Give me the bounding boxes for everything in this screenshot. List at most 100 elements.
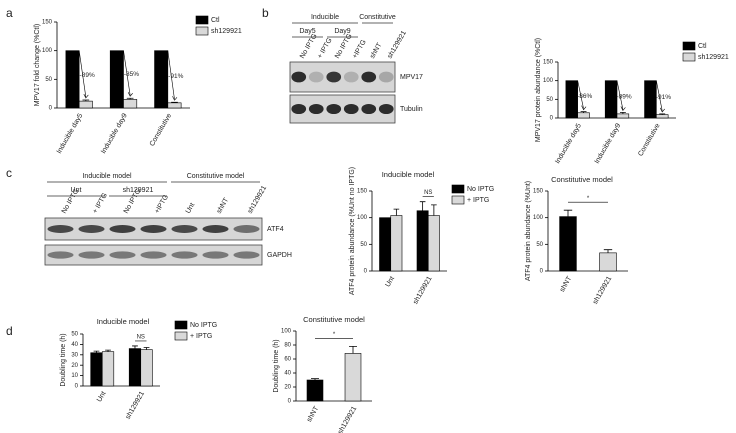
legend-label: Ctl <box>698 43 707 50</box>
significance-label: NS <box>137 335 145 341</box>
blot-band <box>343 103 359 115</box>
legend-swatch <box>174 320 188 330</box>
blot-band <box>171 225 198 233</box>
band-label: GAPDH <box>267 252 292 259</box>
y-tick-label: 0 <box>288 399 292 405</box>
bar <box>154 50 169 109</box>
legend-label: sh129921 <box>698 54 729 61</box>
bar <box>109 50 124 109</box>
legend-swatch <box>195 15 209 25</box>
x-tick-label: sh129921 <box>125 390 146 420</box>
blot-band <box>202 251 229 259</box>
arrow <box>577 80 584 109</box>
arrow-head <box>581 105 587 111</box>
blot-band <box>47 225 74 233</box>
blot-band <box>233 225 260 233</box>
x-tick-label: sh129921 <box>592 275 613 305</box>
legend-label: No IPTG <box>190 322 217 329</box>
bar <box>644 80 657 119</box>
y-tick-label: 100 <box>543 78 554 84</box>
arrow-head <box>620 106 626 111</box>
y-tick-label: 100 <box>42 48 53 54</box>
error-bar <box>105 349 111 352</box>
y-axis-label: MPV17 protein abundance (%Ctl) <box>535 38 542 142</box>
bar <box>101 351 115 387</box>
lane-label: sh129921 <box>387 30 408 60</box>
error-bar <box>82 99 90 102</box>
panel-letter: d <box>6 324 13 338</box>
legend-swatch <box>195 26 209 36</box>
drop-label: -91% <box>168 73 183 80</box>
y-tick-label: 20 <box>284 385 291 391</box>
blot-band <box>202 225 229 233</box>
y-tick-label: 150 <box>357 189 368 195</box>
y-axis-label: MPV17 fold change (%Ctl) <box>34 24 41 106</box>
blot-subgroup-label: Day9 <box>334 28 350 35</box>
blot-band <box>47 251 74 259</box>
error-bar <box>580 111 587 113</box>
y-tick-label: 0 <box>364 269 368 275</box>
bar <box>656 114 669 119</box>
blot-band <box>78 225 105 233</box>
legend-label: No IPTG <box>467 186 494 193</box>
lane-label: + IPTG <box>92 192 109 215</box>
legend-label: Ctl <box>211 17 220 24</box>
blot-band <box>291 71 307 83</box>
x-tick-label: Unt <box>96 390 108 403</box>
y-tick-label: 40 <box>284 371 291 377</box>
error-bar <box>603 249 613 253</box>
chart-title: Constitutive model <box>551 175 613 184</box>
arrow <box>167 50 175 100</box>
y-tick-label: 100 <box>281 329 292 335</box>
y-tick-label: 0 <box>540 269 544 275</box>
lane-label: +IPTG <box>352 39 368 60</box>
x-tick-label: Constitutive <box>637 122 661 157</box>
blot-group-label: Inducible model <box>82 173 131 180</box>
y-axis-label: ATF4 protein abundance (%Unt no IPTG) <box>349 167 356 295</box>
x-tick-label: Inducible day9 <box>594 122 623 165</box>
y-tick-label: 0 <box>550 116 554 122</box>
x-tick-label: Inducible day5 <box>554 122 583 165</box>
blot-band <box>308 103 324 115</box>
error-bar <box>171 101 178 103</box>
arrow <box>616 80 624 110</box>
legend-label: sh129921 <box>211 28 242 35</box>
y-tick-label: 50 <box>45 77 52 83</box>
significance-label: NS <box>424 190 432 196</box>
error-bar <box>126 97 134 100</box>
y-tick-label: 150 <box>543 60 554 66</box>
lane-label: sh129921 <box>247 185 268 215</box>
error-bar <box>419 201 426 211</box>
bar <box>128 348 142 387</box>
chart-title: Inducible model <box>97 317 150 326</box>
significance-label: * <box>587 196 590 202</box>
blot-band <box>361 103 377 115</box>
arrow-head <box>127 92 133 97</box>
x-tick-label: Inducible day9 <box>100 112 129 155</box>
arrow <box>656 80 663 111</box>
bar <box>416 210 429 272</box>
blot-group-label: Inducible <box>311 14 339 21</box>
bar <box>565 80 578 119</box>
band-label: ATF4 <box>267 226 284 233</box>
bar <box>78 100 93 109</box>
bar <box>65 50 80 109</box>
arrow <box>123 50 131 96</box>
blot-band <box>308 71 324 83</box>
legend-label: + IPTG <box>190 333 212 340</box>
bar <box>379 217 392 272</box>
legend-label: + IPTG <box>467 197 489 204</box>
y-tick-label: 20 <box>71 363 78 369</box>
chart-title: Inducible model <box>382 170 435 179</box>
y-tick-label: 50 <box>536 242 543 248</box>
blot-band <box>233 251 260 259</box>
blot-band <box>378 71 394 83</box>
lane-label: Unt <box>185 202 197 215</box>
y-tick-label: 80 <box>284 343 291 349</box>
blot-band <box>109 251 136 259</box>
drop-label: -89% <box>616 93 631 100</box>
bar <box>140 349 153 387</box>
blot-subgroup-label: sh129921 <box>123 187 154 194</box>
significance-label: * <box>333 332 336 338</box>
lane-label: + IPTG <box>317 37 334 60</box>
